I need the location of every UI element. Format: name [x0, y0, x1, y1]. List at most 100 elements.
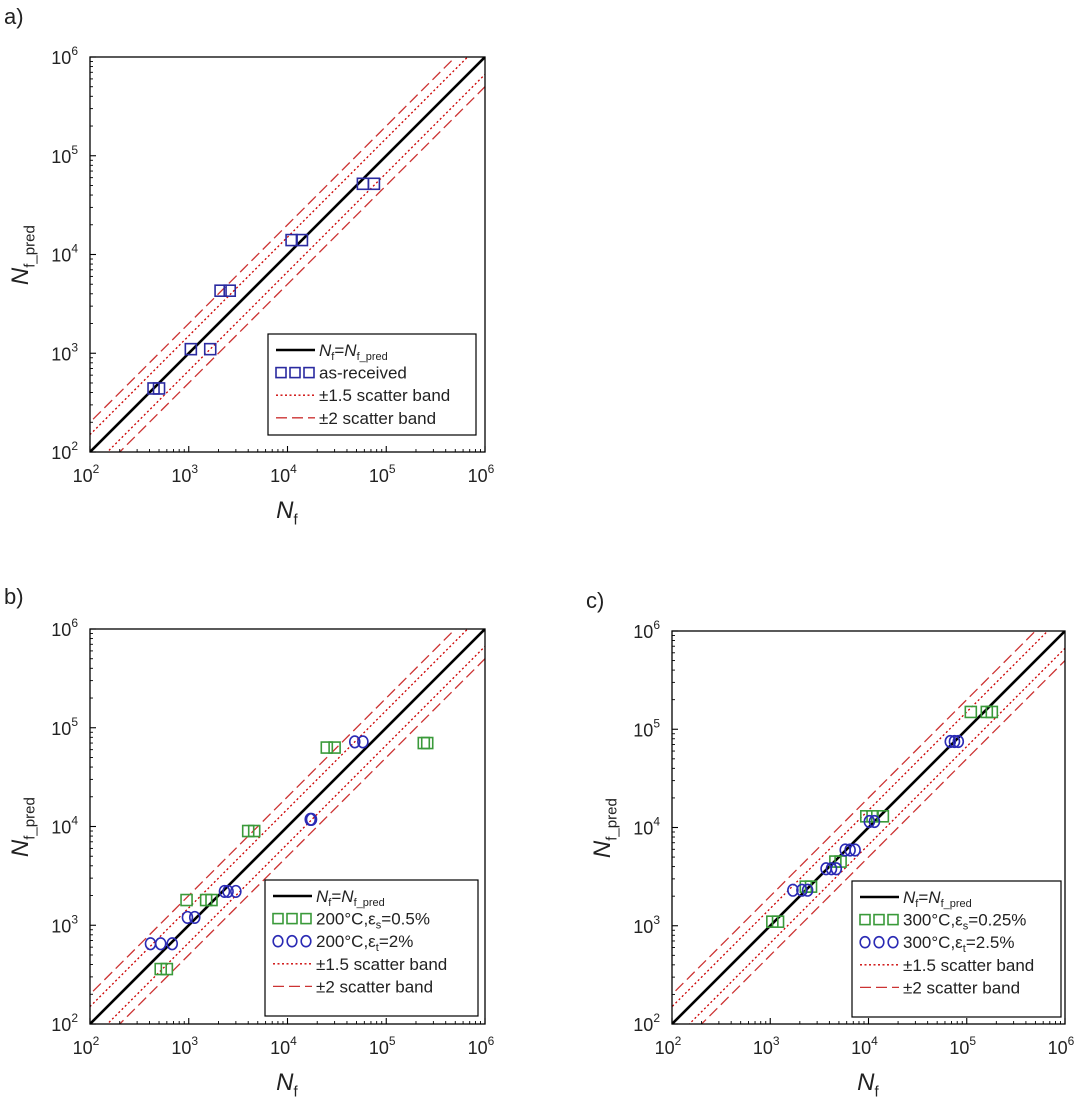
- legend-marker: [873, 913, 885, 926]
- data-point-series-2: [868, 814, 881, 829]
- legend-label: 200°C,εt=2%: [316, 932, 413, 954]
- x-tick-label: 105: [369, 462, 396, 486]
- y-tick-label: 103: [51, 912, 78, 936]
- legend-label: ±1.5 scatter band: [316, 955, 447, 974]
- panel-label-c: c): [586, 588, 604, 613]
- legend-marker: [272, 912, 284, 925]
- y-tick-label: 105: [633, 716, 660, 740]
- data-point-series-1: [320, 741, 334, 754]
- x-axis-title: Nf: [857, 1069, 880, 1101]
- band2-upper-line: [90, 57, 457, 424]
- legend-marker: [887, 935, 899, 949]
- data-point-series-1: [152, 382, 166, 395]
- legend-label: Nf=Nf_pred: [319, 341, 388, 363]
- data-point-series-1: [964, 705, 978, 719]
- x-tick-label: 104: [851, 1034, 878, 1058]
- data-point-series-2: [801, 883, 814, 897]
- data-point-series-2: [944, 734, 957, 749]
- y-tick-label: 103: [633, 913, 660, 937]
- legend-marker: [303, 366, 315, 379]
- y-tick-label: 102: [51, 439, 78, 463]
- legend-marker: [300, 912, 312, 925]
- x-tick-label: 102: [655, 1034, 682, 1058]
- band2-lower-line: [118, 85, 485, 452]
- data-point-series-2: [305, 812, 318, 827]
- y-tick-label: 102: [51, 1011, 78, 1035]
- legend-marker: [887, 913, 899, 926]
- data-point-series-2: [166, 937, 179, 951]
- data-point-series-1: [203, 342, 217, 356]
- band2-lower-line: [700, 659, 1065, 1024]
- legend-marker: [286, 912, 298, 925]
- data-point-series-1: [247, 824, 261, 838]
- legend-label: Nf=Nf_pred: [316, 887, 385, 909]
- legend-marker: [859, 913, 871, 926]
- data-point-series-2: [830, 862, 843, 876]
- data-point-series-1: [771, 915, 785, 928]
- y-axis-title: Nf_pred: [589, 797, 621, 858]
- legend-marker: [272, 934, 284, 948]
- data-point-series-1: [214, 284, 227, 297]
- legend-label: ±2 scatter band: [319, 409, 436, 428]
- band15-upper-line: [90, 57, 469, 436]
- legend-label: ±2 scatter band: [903, 978, 1020, 997]
- data-point-series-2: [825, 862, 838, 876]
- x-tick-label: 105: [369, 1034, 396, 1058]
- legend-label: 300°C,εt=2.5%: [903, 933, 1015, 955]
- x-axis-title: Nf: [276, 1069, 299, 1101]
- y-tick-label: 105: [51, 715, 78, 739]
- data-point-series-2: [222, 884, 234, 899]
- x-tick-label: 102: [73, 462, 100, 486]
- data-point-series-2: [787, 883, 799, 897]
- legend-marker: [275, 366, 287, 379]
- y-axis-title: Nf_pred: [7, 224, 39, 285]
- data-point-series-2: [188, 910, 201, 925]
- x-axis-title: Nf: [276, 497, 299, 529]
- legend-label: 200°C,εs=0.5%: [316, 910, 430, 932]
- band2-upper-line: [672, 631, 1037, 996]
- identity-line: [90, 629, 485, 1024]
- y-tick-label: 104: [51, 814, 78, 838]
- data-point-series-2: [348, 735, 361, 749]
- data-point-series-1: [205, 893, 218, 907]
- legend-label: Nf=Nf_pred: [903, 888, 972, 910]
- panel-label-b: b): [4, 584, 24, 609]
- legend-label: as-received: [319, 364, 407, 383]
- band15-lower-line: [106, 645, 485, 1024]
- data-point-series-1: [180, 893, 193, 907]
- x-tick-label: 104: [270, 1034, 297, 1058]
- legend-box: [851, 880, 1062, 1018]
- y-tick-label: 106: [51, 616, 78, 640]
- y-tick-label: 105: [51, 143, 78, 167]
- x-tick-label: 106: [468, 1034, 495, 1058]
- x-tick-label: 105: [949, 1034, 976, 1058]
- legend-label: ±1.5 scatter band: [903, 956, 1034, 975]
- data-point-series-2: [849, 843, 861, 857]
- x-tick-label: 102: [73, 1034, 100, 1058]
- legend-marker: [873, 935, 885, 949]
- legend-marker: [300, 934, 312, 948]
- y-tick-label: 106: [51, 44, 78, 68]
- data-point-series-1: [420, 736, 434, 750]
- x-tick-label: 104: [270, 462, 297, 486]
- data-point-series-1: [417, 736, 431, 750]
- data-point-series-2: [154, 937, 167, 951]
- legend-marker: [859, 935, 871, 949]
- y-tick-label: 104: [51, 242, 78, 266]
- data-point-series-1: [295, 233, 309, 247]
- data-point-series-2: [952, 734, 965, 749]
- x-tick-label: 103: [753, 1034, 780, 1058]
- panel-label-a: a): [4, 4, 24, 29]
- legend-marker: [289, 366, 301, 379]
- band15-lower-line: [106, 73, 485, 452]
- band2-upper-line: [90, 629, 457, 996]
- data-point-series-2: [948, 734, 961, 749]
- x-tick-label: 103: [171, 1034, 198, 1058]
- legend-label: ±2 scatter band: [316, 977, 433, 996]
- band2-lower-line: [118, 657, 485, 1024]
- data-point-series-2: [844, 843, 856, 857]
- band15-upper-line: [90, 629, 469, 1008]
